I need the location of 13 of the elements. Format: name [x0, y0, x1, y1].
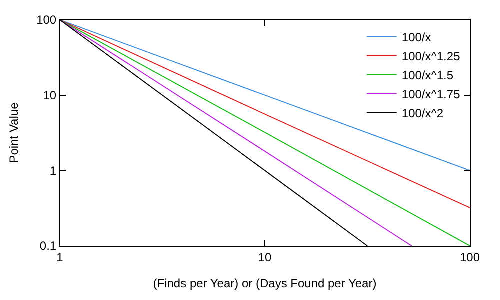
- legend-label: 100/x^2: [402, 106, 444, 120]
- legend-label: 100/x^1.25: [402, 49, 461, 64]
- y-tick-label: 1: [50, 164, 57, 178]
- legend-label: 100/x: [402, 30, 432, 44]
- y-tick-label: 0.1: [40, 239, 57, 254]
- y-tick-label: 100: [36, 13, 57, 28]
- y-axis-title: Point Value: [6, 102, 21, 164]
- x-axis-title: (Finds per Year) or (Days Found per Year): [153, 276, 377, 290]
- legend-label: 100/x^1.75: [402, 87, 461, 102]
- y-tick-label: 10: [43, 88, 57, 103]
- x-tick-label: 10: [258, 250, 272, 264]
- x-tick-label: 100: [460, 250, 480, 264]
- legend-label: 100/x^1.5: [402, 68, 454, 82]
